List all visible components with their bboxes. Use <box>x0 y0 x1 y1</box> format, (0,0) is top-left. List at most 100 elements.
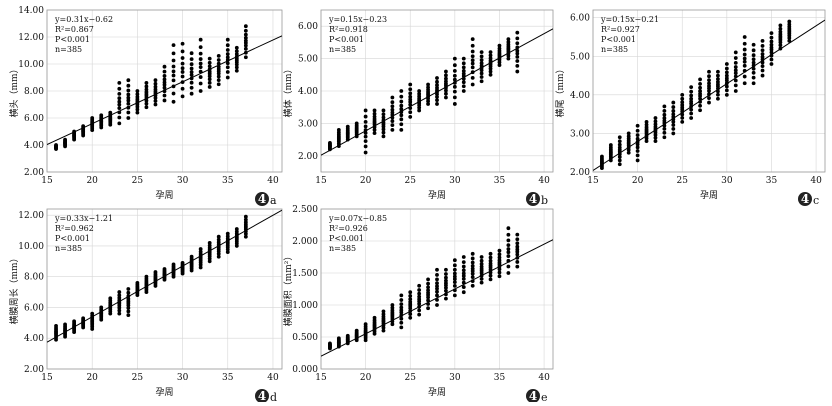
data-point <box>171 99 176 104</box>
data-point <box>470 54 475 59</box>
plot-frame <box>320 208 554 370</box>
data-point <box>452 258 457 263</box>
data-point <box>497 274 502 279</box>
data-point <box>724 70 729 75</box>
data-point <box>126 83 131 88</box>
data-point <box>372 111 377 116</box>
stat-text: R²=0.926 <box>329 224 368 233</box>
data-point <box>716 69 720 74</box>
data-point <box>689 107 694 112</box>
data-point <box>444 275 448 280</box>
stat-text: y=0.15x−0.23 <box>328 15 387 24</box>
y-tick-label: 12.00 <box>18 33 44 43</box>
data-point <box>117 290 122 294</box>
data-point <box>769 57 774 62</box>
x-tick-label: 25 <box>132 373 144 383</box>
data-point <box>171 78 176 83</box>
data-point <box>390 107 395 112</box>
data-point <box>399 298 404 302</box>
data-point <box>724 62 729 66</box>
data-point <box>426 277 430 282</box>
data-point <box>408 91 413 96</box>
data-point <box>180 86 185 91</box>
data-point <box>225 37 230 42</box>
regression-line <box>47 209 282 343</box>
data-point <box>399 325 404 330</box>
panel-letter: c <box>813 194 819 207</box>
data-point <box>689 96 694 101</box>
data-point <box>751 66 756 71</box>
panel-letter: d <box>270 391 277 402</box>
data-point <box>234 227 239 231</box>
y-tick-label: 10.00 <box>18 242 44 252</box>
data-point <box>198 57 203 61</box>
x-axis-label: 孕周 <box>155 190 173 201</box>
data-point <box>135 94 140 99</box>
data-point <box>733 83 738 88</box>
data-point <box>452 69 457 73</box>
data-point <box>617 158 622 163</box>
data-point <box>162 93 167 98</box>
data-point <box>724 73 729 78</box>
y-tick-label: 0.500 <box>292 333 318 343</box>
data-point <box>399 293 404 298</box>
data-point <box>180 260 185 265</box>
data-point <box>751 75 756 80</box>
data-point <box>117 92 122 96</box>
data-point <box>653 119 658 124</box>
data-point <box>234 45 239 50</box>
data-point <box>452 267 457 272</box>
data-point <box>363 114 368 119</box>
data-point <box>515 48 520 53</box>
data-point <box>216 254 221 259</box>
data-point <box>117 308 122 313</box>
data-point <box>408 97 413 102</box>
y-tick-label: 6.00 <box>570 14 590 24</box>
x-tick-label: 35 <box>494 176 506 186</box>
data-point <box>479 61 484 66</box>
data-point <box>408 87 413 92</box>
data-point <box>742 74 747 79</box>
data-point <box>515 51 520 56</box>
data-point <box>90 311 95 316</box>
x-tick-label: 20 <box>86 176 98 186</box>
data-point <box>470 37 475 42</box>
stat-text: R²=0.962 <box>55 224 94 233</box>
data-point <box>225 48 230 52</box>
data-point <box>461 61 466 66</box>
data-point <box>470 61 475 66</box>
data-point <box>497 255 502 260</box>
stat-text: P<0.001 <box>55 234 90 243</box>
data-point <box>117 311 122 316</box>
data-point <box>426 102 430 106</box>
data-point <box>399 127 404 132</box>
data-point <box>336 336 341 341</box>
data-point <box>162 85 167 90</box>
data-point <box>390 127 395 132</box>
data-point <box>506 264 511 269</box>
plot-frame <box>46 208 283 370</box>
y-tick-label: 3.00 <box>570 129 590 139</box>
data-point <box>515 41 520 46</box>
data-point <box>506 243 511 248</box>
data-point <box>461 71 466 76</box>
panel-c: 2.00 3.00 4.00 5.00 6.00 15 20 25 30 35 40 y=0.15x−… <box>554 9 826 207</box>
stat-text: R²=0.867 <box>55 25 94 34</box>
data-point <box>435 98 439 103</box>
data-point <box>207 56 212 61</box>
data-point <box>635 128 640 133</box>
data-point <box>171 58 176 63</box>
data-point <box>225 43 230 48</box>
data-point <box>180 66 185 71</box>
plot-frame <box>46 9 283 173</box>
data-point <box>381 312 386 317</box>
data-point <box>216 74 221 79</box>
data-point <box>751 42 756 47</box>
stat-text: y=0.07x−0.85 <box>328 214 387 223</box>
data-point <box>515 260 520 264</box>
data-point <box>417 294 422 299</box>
x-tick-label: 40 <box>538 176 550 186</box>
data-point <box>769 39 774 44</box>
data-point <box>216 58 221 62</box>
data-point <box>417 288 422 292</box>
